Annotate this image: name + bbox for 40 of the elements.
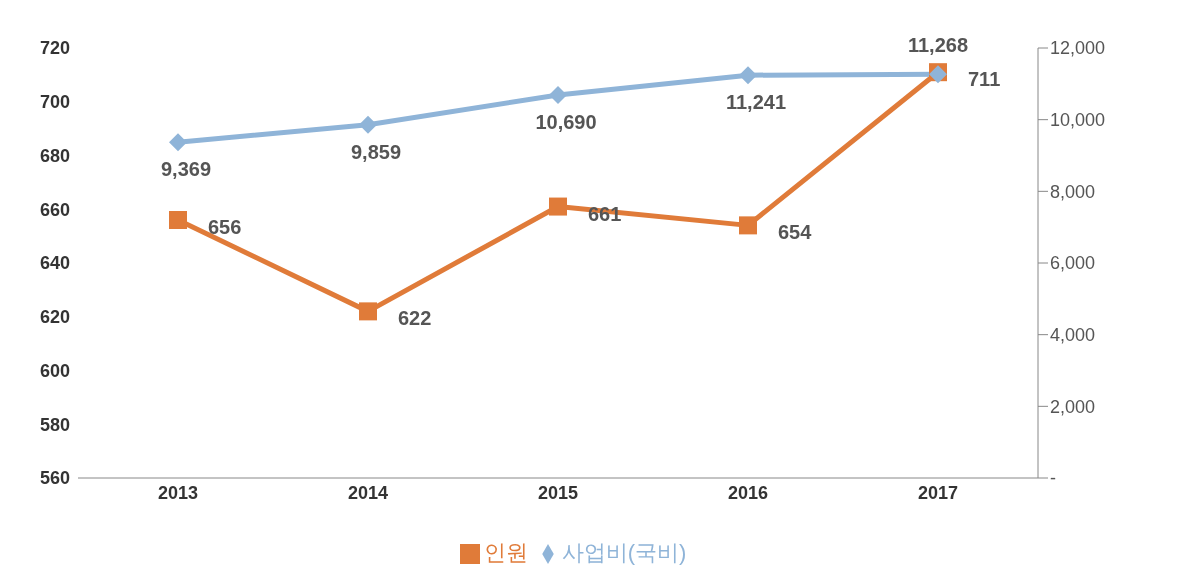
y-tick-label: 640 bbox=[39, 253, 70, 274]
data-label: 11,241 bbox=[725, 91, 787, 114]
x-tick-label: 2017 bbox=[917, 482, 959, 503]
data-label: 656 bbox=[208, 216, 242, 238]
y2-tick-label: 4,000 bbox=[1050, 325, 1096, 346]
point bbox=[169, 133, 187, 152]
y-tick-label: 560 bbox=[39, 468, 70, 489]
y2-tick-label: 6,000 bbox=[1050, 253, 1096, 274]
y2-tick-label: - bbox=[1050, 468, 1056, 489]
x-tick-label: 2015 bbox=[537, 482, 579, 503]
point bbox=[739, 66, 757, 85]
point bbox=[549, 197, 567, 216]
x-tick-label: 2013 bbox=[157, 482, 199, 503]
data-label: 11,268 bbox=[907, 34, 969, 57]
point bbox=[739, 216, 757, 235]
y2-tick-label: 10,000 bbox=[1050, 110, 1106, 131]
data-label: 711 bbox=[968, 68, 1001, 91]
y-tick-label: 720 bbox=[39, 38, 70, 59]
y-tick-label: 580 bbox=[39, 414, 70, 435]
legend-label: 인원 bbox=[483, 540, 528, 565]
y-tick-label: 680 bbox=[39, 145, 70, 166]
data-label: 9,369 bbox=[160, 158, 212, 181]
point bbox=[359, 115, 377, 134]
x-tick-label: 2014 bbox=[347, 482, 389, 503]
y-tick-label: 620 bbox=[39, 307, 70, 328]
data-label: 9,859 bbox=[350, 140, 402, 163]
y-tick-label: 600 bbox=[39, 360, 70, 381]
point bbox=[169, 211, 187, 229]
y2-tick-label: 12,000 bbox=[1050, 38, 1106, 59]
y-tick-label: 700 bbox=[39, 92, 70, 113]
data-label: 654 bbox=[778, 221, 813, 244]
x-tick-label: 2016 bbox=[727, 482, 769, 503]
data-label: 622 bbox=[398, 307, 432, 330]
point bbox=[359, 302, 377, 321]
y-tick-label: 660 bbox=[39, 199, 70, 220]
point bbox=[549, 85, 567, 104]
y2-tick-label: 8,000 bbox=[1050, 181, 1096, 202]
data-label: 10,690 bbox=[535, 110, 597, 133]
y2-tick-label: 2,000 bbox=[1050, 396, 1096, 417]
legend-label: 사업비(국비) bbox=[561, 540, 687, 565]
